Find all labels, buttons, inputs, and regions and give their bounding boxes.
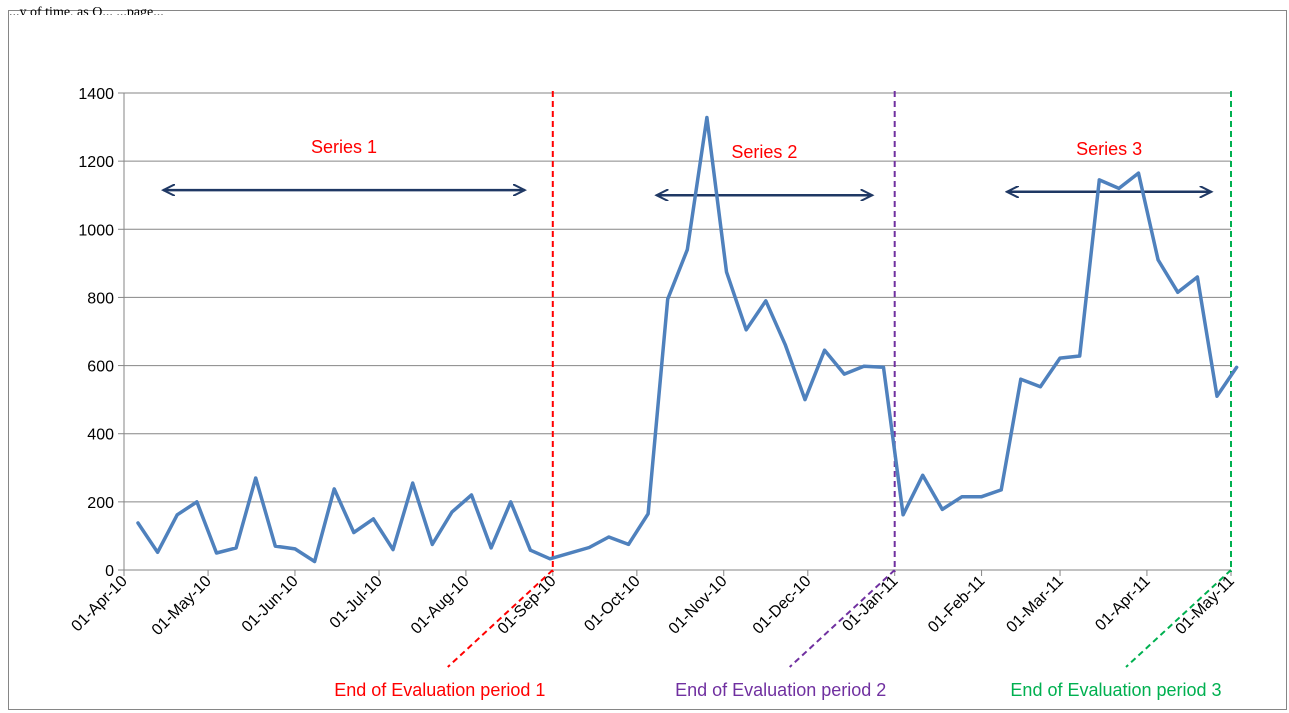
y-tick-label: 200 [87,495,114,512]
y-tick-label: 1000 [78,222,114,239]
evaluation-period-leader [789,569,896,668]
data-point [489,546,493,550]
series-label: Series 1 [311,137,377,157]
data-point [685,248,689,252]
gridlines [124,92,1231,503]
data-point [823,348,827,352]
x-tick-labels: 01-Apr-10 01-May-10 01-Jun-10 01-Jul-10 01-A… [68,573,1237,639]
data-point [1235,365,1239,369]
x-tick-label: 01-Nov-10 [666,573,731,638]
evaluation-period-leader [447,569,554,668]
x-tick-label: 01-Jun-10 [239,573,302,636]
data-point [156,550,160,554]
data-point [646,512,650,516]
data-point [666,297,670,301]
series-line [136,115,1239,564]
y-tick-label: 400 [87,427,114,444]
y-tick-label: 800 [87,290,114,307]
data-point [783,343,787,347]
data-point [607,535,611,539]
data-point [1019,377,1023,381]
x-tick-label: 01-Jan-11 [839,573,901,635]
x-tick-label: 01-Feb-11 [925,573,988,636]
data-point [528,548,532,552]
data-point [450,510,454,514]
data-point [587,546,591,550]
data-point [214,551,218,555]
data-point [862,364,866,368]
data-point [254,476,258,480]
data-point [881,365,885,369]
x-tick-label: 01-Sep-10 [495,573,560,638]
data-point [293,547,297,551]
chart-frame: ...y of time, as Q... ...page... 0 200 400… [8,5,1287,710]
data-point [1176,290,1180,294]
data-point [626,542,630,546]
data-point [234,546,238,550]
data-point [744,328,748,332]
data-point [1215,394,1219,398]
data-point [1058,356,1062,360]
data-point [332,487,336,491]
line-chart: 0 200 400 600 800 1000 1200 1400 01-Apr-10 01-Ma… [68,86,1239,700]
data-point [725,270,729,274]
y-tick-labels: 0 200 400 600 800 1000 1200 1400 [78,86,114,580]
data-point [313,559,317,563]
y-tick-label: 1200 [78,154,114,171]
series-label: Series 3 [1076,139,1142,159]
series-label: Series 2 [731,142,797,162]
data-point [371,517,375,521]
x-tick-label: 01-Oct-10 [581,573,643,635]
data-point [195,500,199,504]
data-point [1097,178,1101,182]
y-tick-label: 600 [87,359,114,376]
data-point [175,513,179,517]
x-tick-label: 01-Mar-11 [1003,573,1066,636]
x-tick-label: 01-May-11 [1173,573,1238,638]
data-point [1117,186,1121,190]
data-point [548,557,552,561]
data-point [1078,354,1082,358]
evaluation-period-label: End of Evaluation period 1 [334,680,545,700]
evaluation-period-leader [1125,569,1232,668]
data-point [803,398,807,402]
data-point [470,493,474,497]
data-point [391,548,395,552]
y-tick-label: 0 [105,563,114,580]
data-point [136,521,140,525]
data-point [1195,275,1199,279]
y-tick-label: 1400 [78,86,114,103]
data-point [411,481,415,485]
data-point [764,299,768,303]
data-point [273,544,277,548]
data-point [1038,385,1042,389]
x-tick-label: 01-Aug-10 [408,573,473,638]
data-point [1156,258,1160,262]
data-point [705,116,709,120]
data-point [921,473,925,477]
evaluation-period-label: End of Evaluation period 3 [1010,680,1221,700]
x-tick-label: 01-Apr-11 [1092,573,1154,635]
x-tick-label: 01-Jul-10 [327,573,386,632]
evaluation-period-markers: End of Evaluation period 1 End of Evaluat… [334,91,1232,700]
data-point [960,495,964,499]
data-point [352,531,356,535]
evaluation-period-label: End of Evaluation period 2 [675,680,886,700]
x-tick-label: 01-Dec-10 [750,573,815,638]
axes [118,92,1232,576]
data-point [842,372,846,376]
x-tick-label: 01-May-10 [149,573,215,639]
x-tick-label: 01-Apr-10 [68,573,130,635]
data-point [901,513,905,517]
data-point [980,495,984,499]
series-arrows: Series 1 Series 2 Series 3 [163,137,1211,195]
data-point [1137,171,1141,175]
data-point [999,488,1003,492]
data-point [509,500,513,504]
data-point [940,507,944,511]
top-caption: ...y of time, as Q... ...page... [9,5,164,15]
data-point [430,542,434,546]
data-series [136,115,1239,564]
